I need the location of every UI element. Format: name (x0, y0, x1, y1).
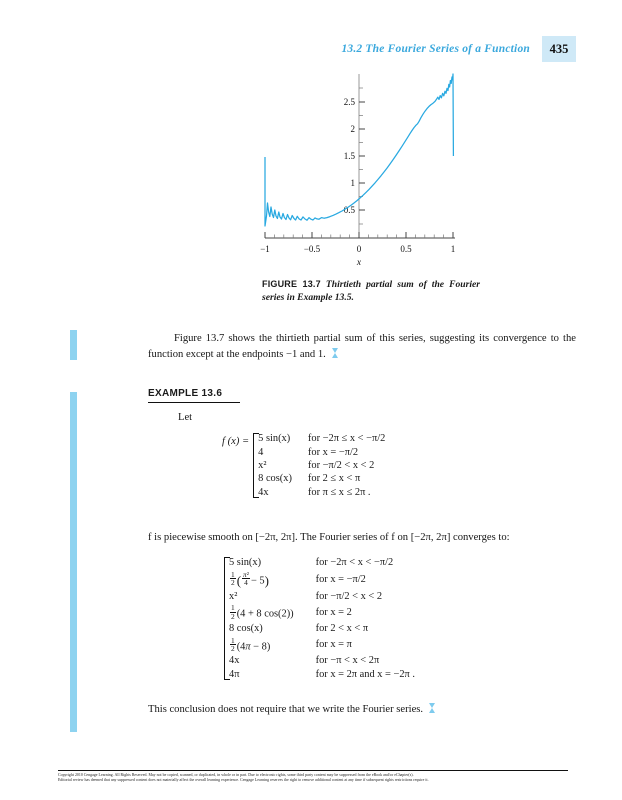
case-condition: for x = 2 (315, 607, 352, 619)
svg-text:0: 0 (357, 244, 362, 254)
case-row: 8 cos(x) for 2 ≤ x < π (258, 472, 385, 485)
paragraph-conclusion-text: This conclusion does not require that we… (148, 704, 424, 715)
case-value: 4x (258, 486, 269, 498)
left-brace-icon (251, 432, 260, 499)
page-number: 435 (549, 41, 569, 56)
case-row: 1 2(π² 4− 5) for x = −π/2 (229, 569, 415, 589)
case-value: 4x (229, 655, 240, 667)
case-row: 8 cos(x) for 2 < x < π (229, 622, 415, 635)
case-value-fraction-expression: 1 2 (4π − 8) (230, 635, 271, 654)
let-line: Let (178, 412, 193, 423)
case-value: 4 (258, 446, 264, 458)
copyright-line-1: Copyright 2010 Cengage Learning. All Rig… (58, 773, 414, 777)
math-display-convergence: 5 sin(x) for −2π < x < −π/2 1 2(π² 4− 5) f… (222, 556, 415, 681)
case-condition: for 2 < x < π (315, 623, 369, 635)
case-condition: for −2π ≤ x < −π/2 (307, 433, 386, 445)
case-condition: for −π/2 < x < 2 (315, 590, 383, 602)
case-condition: for −2π < x < −π/2 (315, 557, 394, 569)
case-value-fraction-expression: 1 2(π² 4− 5) (230, 569, 269, 588)
y-axis-major-ticks (359, 101, 365, 211)
paragraph-piecewise-smooth: f is piecewise smooth on [−2π, 2π]. The … (148, 532, 510, 543)
case-row: 4x for π ≤ x ≤ 2π . (258, 486, 385, 499)
paragraph-conclusion: This conclusion does not require that we… (148, 702, 576, 718)
case-condition: for 2 ≤ x < π (307, 473, 361, 485)
case-row: 4π for x = 2π and x = −2π . (229, 668, 415, 681)
figure-caption-label: FIGURE 13.7 (262, 279, 321, 289)
figure-caption: FIGURE 13.7 Thirtieth partial sum of the… (262, 278, 480, 304)
margin-accent-bar-example (70, 392, 77, 732)
case-condition: for x = π (315, 639, 352, 651)
x-axis-major-ticks (264, 232, 454, 238)
y-axis-tick-labels: 0.5 1 1.5 2 2.5 (344, 97, 356, 215)
partial-sum-curve (264, 73, 455, 227)
x-axis-minor-ticks (274, 234, 444, 238)
case-value: 5 sin(x) (258, 433, 291, 445)
svg-text:1: 1 (451, 244, 456, 254)
end-of-example-diamond-icon (429, 703, 436, 713)
svg-text:0.5: 0.5 (344, 205, 356, 215)
case-condition: for x = 2π and x = −2π . (315, 668, 415, 680)
case-row: x² for −π/2 < x < 2 (229, 590, 415, 603)
cases-convergence: 5 sin(x) for −2π < x < −π/2 1 2(π² 4− 5) f… (229, 556, 415, 681)
case-condition: for −π < x < 2π (315, 655, 380, 667)
case-condition: for π ≤ x ≤ 2π . (307, 486, 371, 498)
running-head-title: 13.2 The Fourier Series of a Function (341, 43, 530, 55)
page-number-box: 435 (542, 36, 576, 62)
copyright-line-2: Editorial review has deemed that any sup… (58, 778, 429, 783)
figure-caption-text: Thirtieth partial sum of the Fourier ser… (262, 279, 480, 303)
case-condition: for −π/2 < x < 2 (307, 459, 375, 471)
margin-accent-bar-paragraph (70, 330, 77, 360)
case-value: 8 cos(x) (229, 623, 263, 635)
page-footer: Copyright 2010 Cengage Learning. All Rig… (58, 770, 568, 783)
end-of-example-diamond-icon (331, 348, 338, 358)
case-row: 4x for −π < x < 2π (229, 654, 415, 667)
footer-rule (58, 770, 568, 771)
case-row: 4 for x = −π/2 (258, 445, 385, 458)
case-value: 4π (229, 668, 240, 680)
case-value-fraction-expression: 1 2 (4 + 8 cos(2)) (230, 603, 294, 622)
case-condition: for x = −π/2 (315, 574, 366, 586)
case-row: 1 2 (4π − 8) for x = π (229, 635, 415, 654)
example-rule (148, 402, 240, 403)
svg-text:2.5: 2.5 (344, 97, 356, 107)
case-row: x² for −π/2 < x < 2 (258, 459, 385, 472)
svg-text:−0.5: −0.5 (304, 244, 321, 254)
case-row: 5 sin(x) for −2π ≤ x < −π/2 (258, 432, 385, 445)
x-axis-label: x (356, 258, 362, 268)
x-axis-tick-labels: −1 −0.5 0 0.5 1 (260, 244, 455, 254)
example-label: EXAMPLE 13.6 (148, 388, 223, 399)
case-value: 8 cos(x) (258, 473, 292, 485)
svg-text:2: 2 (351, 124, 356, 134)
case-value: x² (229, 590, 238, 602)
case-condition: for x = −π/2 (307, 446, 359, 458)
example-heading: EXAMPLE 13.6 (148, 388, 240, 403)
function-label: f (x) = (222, 436, 250, 448)
svg-text:1.5: 1.5 (344, 151, 356, 161)
page-header: 13.2 The Fourier Series of a Function 43… (341, 36, 576, 62)
math-display-function-definition: f (x) = 5 sin(x) for −2π ≤ x < −π/2 4 fo… (222, 432, 385, 499)
paragraph-figure-note-text: Figure 13.7 shows the thirtieth partial … (148, 333, 576, 360)
case-value: x² (258, 459, 267, 471)
figure-13-7-plot: 0.5 1 1.5 2 2.5 −1 −0.5 0 0.5 1 x (247, 66, 477, 271)
svg-text:1: 1 (351, 178, 356, 188)
left-brace-icon (222, 556, 230, 681)
cases-function-definition: 5 sin(x) for −2π ≤ x < −π/2 4 for x = −π… (258, 432, 385, 499)
svg-text:−1: −1 (260, 244, 270, 254)
svg-text:0.5: 0.5 (400, 244, 412, 254)
case-row: 1 2 (4 + 8 cos(2)) for x = 2 (229, 603, 415, 622)
case-row: 5 sin(x) for −2π < x < −π/2 (229, 556, 415, 569)
case-value: 5 sin(x) (229, 557, 262, 569)
paragraph-figure-note: Figure 13.7 shows the thirtieth partial … (148, 331, 576, 363)
fourier-partial-sum-chart: 0.5 1 1.5 2 2.5 −1 −0.5 0 0.5 1 x (260, 73, 455, 268)
